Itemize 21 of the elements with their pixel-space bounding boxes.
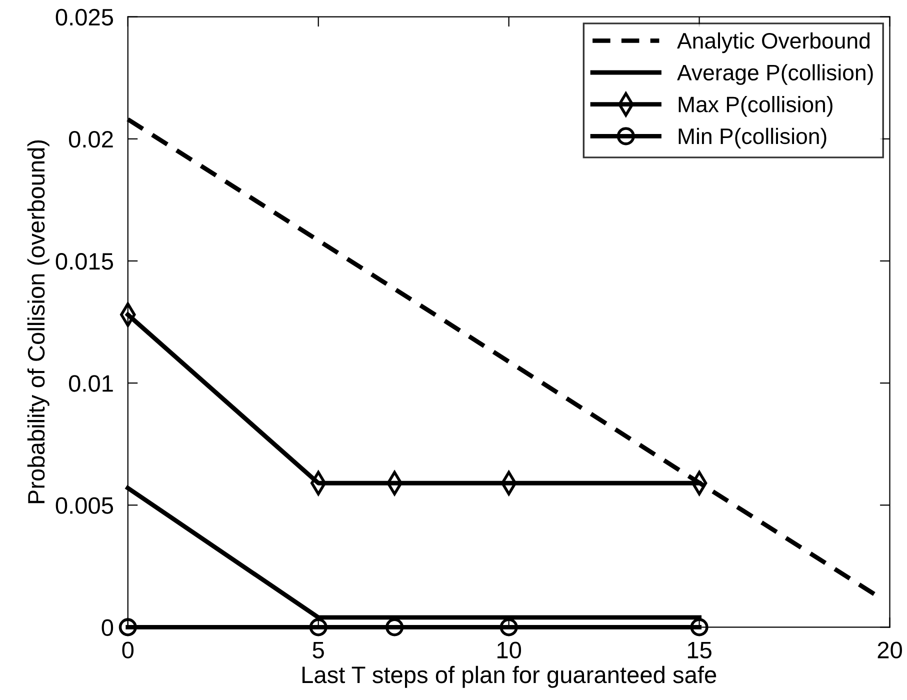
x-tick-label: 5 bbox=[312, 642, 324, 658]
x-tick-label: 10 bbox=[497, 642, 522, 658]
legend-label: Min P(collision) bbox=[678, 128, 826, 149]
x-tick-label: 15 bbox=[688, 642, 712, 658]
legend-label: Max P(collision) bbox=[678, 96, 832, 117]
legend-label: Analytic Overbound bbox=[677, 32, 870, 54]
point bbox=[309, 618, 328, 636]
point bbox=[500, 618, 518, 636]
y-tick-label: 0.02 bbox=[68, 130, 113, 148]
x-tick-label: 0 bbox=[122, 642, 134, 658]
y-tick-label: 0.01 bbox=[68, 375, 113, 392]
y-tick-label: 0 bbox=[102, 619, 114, 636]
point bbox=[690, 618, 708, 636]
x-tick-label: 20 bbox=[878, 642, 902, 658]
x-axis-title: Last T steps of plan for guaranteed safe bbox=[302, 666, 716, 688]
y-tick-label: 0.005 bbox=[56, 497, 114, 514]
legend-label: Average P(collision) bbox=[677, 64, 873, 85]
y-tick-label: 0.025 bbox=[56, 8, 114, 26]
point bbox=[386, 618, 404, 636]
y-tick-label: 0.015 bbox=[56, 253, 114, 270]
y-axis-title: Probability of Collision (overbound) bbox=[27, 140, 50, 504]
